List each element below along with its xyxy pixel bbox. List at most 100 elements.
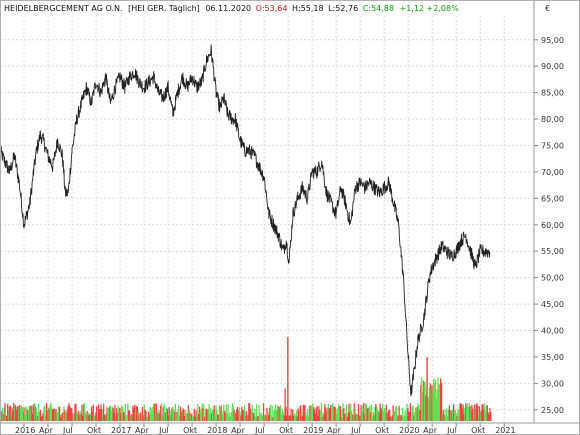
volume-bar: [238, 407, 240, 421]
y-tick-label: 80,00: [541, 115, 564, 124]
volume-bar: [227, 404, 229, 421]
volume-bar: [363, 403, 365, 421]
volume-bar: [197, 404, 199, 421]
volume-bar: [379, 403, 381, 421]
volume-bar: [485, 411, 487, 421]
volume-bar: [291, 409, 293, 421]
volume-bar: [466, 405, 468, 421]
volume-bar: [211, 413, 213, 421]
volume-bar: [374, 406, 376, 421]
volume-bar: [309, 405, 311, 421]
volume-bar: [188, 409, 190, 421]
volume-bar: [92, 404, 94, 421]
volume-bar: [269, 404, 272, 421]
volume-bar: [402, 407, 404, 421]
volume-bar: [23, 407, 25, 421]
volume-bar: [143, 404, 145, 421]
volume-bar: [349, 411, 351, 421]
volume-bar: [456, 416, 458, 421]
volume-bar: [447, 416, 449, 421]
volume-bar: [442, 410, 444, 421]
volume-bar: [89, 413, 91, 421]
volume-bar: [277, 406, 279, 421]
volume-bar: [259, 415, 261, 421]
volume-bar: [175, 412, 177, 421]
volume-bar: [245, 411, 247, 421]
volume-bar: [336, 414, 338, 421]
volume-bar: [275, 404, 277, 421]
volume-bar: [173, 411, 176, 421]
volume-bar: [228, 416, 230, 421]
volume-bar: [64, 410, 66, 421]
volume-bar: [402, 416, 405, 421]
volume-bar: [247, 414, 249, 421]
volume-bar: [30, 405, 32, 421]
volume-bar: [378, 412, 380, 421]
volume-bar: [244, 415, 246, 421]
volume-bar: [415, 407, 417, 421]
volume-bar: [482, 404, 484, 421]
volume-bar: [263, 415, 265, 421]
volume-bar: [376, 405, 378, 421]
volume-bar: [380, 407, 382, 421]
volume-bar: [186, 413, 189, 421]
volume-bar: [463, 413, 465, 421]
volume-bar: [136, 406, 138, 421]
volume-bar: [98, 408, 100, 421]
x-tick-label: Apr: [39, 426, 54, 435]
volume-bar: [460, 403, 463, 421]
volume-bar: [138, 414, 140, 421]
volume-bar: [367, 408, 369, 421]
volume-bar: [52, 409, 54, 421]
volume-bar: [475, 403, 477, 421]
volume-bar: [155, 403, 157, 421]
volume-bar: [435, 398, 437, 421]
volume-bar: [166, 409, 169, 421]
volume-bar: [345, 404, 348, 421]
y-tick-label: 55,00: [541, 247, 564, 256]
volume-bar: [180, 411, 182, 421]
volume-bar: [408, 411, 410, 421]
volume-bar: [185, 413, 188, 421]
volume-bar: [410, 416, 412, 421]
volume-bar: [168, 406, 170, 421]
volume-bar: [306, 416, 308, 421]
volume-bar: [97, 404, 100, 421]
y-tick-label: 35,00: [541, 353, 564, 362]
volume-bar: [71, 413, 74, 421]
volume-bar: [63, 406, 65, 421]
volume-bar: [196, 412, 198, 421]
volume-bar: [52, 409, 55, 421]
volume-bar: [307, 416, 310, 421]
volume-bar: [295, 410, 297, 421]
volume-bar: [149, 406, 151, 421]
volume-bar: [83, 404, 85, 421]
volume-bar: [466, 403, 469, 421]
volume-bar: [447, 409, 450, 421]
volume-bar: [449, 410, 451, 421]
volume-bar: [352, 416, 354, 421]
volume-bar: [375, 404, 377, 421]
volume-bar: [250, 410, 253, 421]
volume-bar: [144, 409, 146, 421]
volume-bar: [418, 404, 420, 421]
x-tick-label: Jul: [446, 426, 457, 435]
volume-bar: [104, 415, 106, 421]
volume-bar: [319, 409, 321, 421]
volume-bar: [262, 415, 264, 421]
volume-bar: [205, 408, 208, 421]
volume-bar: [434, 383, 436, 421]
volume-bar: [219, 408, 221, 421]
volume-bar: [177, 409, 179, 421]
volume-bar: [113, 412, 115, 421]
x-tick-label: Jul: [158, 426, 169, 435]
volume-bar: [108, 408, 110, 421]
volume-bar: [220, 405, 222, 421]
volume-bar: [461, 408, 463, 421]
volume-bar: [486, 405, 488, 421]
volume-bar: [45, 415, 47, 421]
volume-bar: [285, 406, 287, 421]
volume-bar: [160, 403, 163, 421]
volume-bar: [167, 415, 170, 421]
